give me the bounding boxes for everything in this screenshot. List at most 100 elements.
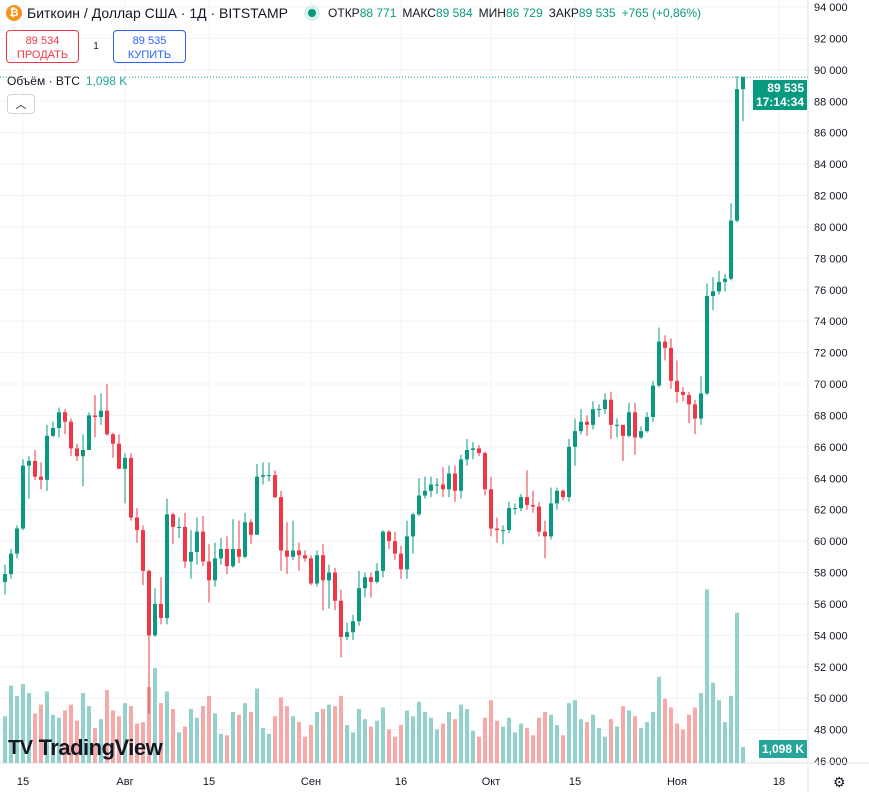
volume-bar [501, 726, 505, 763]
candle-body [399, 553, 403, 570]
chart-settings-icon[interactable]: ⚙ [833, 774, 846, 790]
candle-body [51, 427, 55, 436]
volume-bar [573, 700, 577, 763]
candle-body [459, 459, 463, 491]
volume-bar [675, 723, 679, 763]
candle-body [339, 600, 343, 637]
candle-body [219, 548, 223, 559]
volume-bar [153, 668, 157, 763]
volume-bar [177, 732, 181, 763]
volume-bar [609, 719, 613, 763]
candle-body [723, 278, 727, 282]
volume-bar [267, 733, 271, 763]
candle-body [609, 399, 613, 425]
candle-body [285, 550, 289, 557]
candle-body [249, 522, 253, 535]
symbol-header: ₿ Биткоин / Доллар США · 1Д · BITSTAMP О… [6, 5, 701, 21]
volume-bar [507, 717, 511, 763]
candle-body [183, 526, 187, 562]
volume-bar [183, 726, 187, 763]
tradingview-logo-icon: TV [8, 736, 33, 759]
candle-body [429, 484, 433, 491]
candle-body [633, 412, 637, 438]
volume-bar [81, 692, 85, 763]
volume-bar [249, 711, 253, 763]
candle-body [75, 448, 79, 457]
volume-bar [357, 708, 361, 763]
volume-bar [363, 719, 367, 763]
candle-body [327, 572, 331, 581]
candle-body [417, 495, 421, 515]
x-tick-label: 15 [17, 776, 29, 788]
candle-body [591, 409, 595, 425]
candle-body [375, 570, 379, 582]
volume-bar [39, 704, 43, 763]
candle-body [27, 460, 31, 466]
candle-body [195, 531, 199, 553]
volume-bar [585, 722, 589, 763]
candle-body [561, 490, 565, 498]
volume-bar [417, 701, 421, 763]
collapse-legend-button[interactable]: ︿ [7, 94, 35, 114]
y-tick-label: 72 000 [814, 348, 848, 360]
volume-bar [279, 697, 283, 763]
candle-body [267, 475, 271, 477]
candle-body [705, 296, 709, 394]
y-tick-label: 76 000 [814, 285, 848, 297]
candle-body [351, 621, 355, 633]
x-tick-label: Сен [301, 776, 321, 788]
candle-body [135, 517, 139, 531]
sell-button[interactable]: 89 534 ПРОДАТЬ [6, 30, 79, 63]
y-tick-label: 52 000 [814, 662, 848, 674]
candle-body [597, 409, 601, 411]
candle-body [345, 632, 349, 637]
candle-body [735, 89, 739, 221]
candle-body [129, 457, 133, 518]
candle-body [465, 449, 469, 460]
bitcoin-icon: ₿ [6, 5, 22, 21]
volume-bar [69, 704, 73, 763]
candle-body [543, 531, 547, 537]
candle-body [99, 410, 103, 417]
volume-bar [567, 703, 571, 763]
y-tick-label: 84 000 [814, 159, 848, 171]
volume-bar [171, 708, 175, 763]
volume-bar [111, 710, 115, 763]
y-tick-label: 78 000 [814, 253, 848, 265]
volume-bar [579, 719, 583, 763]
volume-bar [315, 711, 319, 763]
volume-bar [189, 708, 193, 763]
symbol-title[interactable]: Биткоин / Доллар США · 1Д · BITSTAMP [27, 5, 289, 21]
volume-tag: 1,098 K [758, 740, 807, 758]
volume-bar [141, 722, 145, 763]
volume-bar [195, 717, 199, 763]
volume-bar [663, 698, 667, 763]
y-tick-label: 94 000 [814, 2, 848, 14]
buy-button[interactable]: 89 535 КУПИТЬ [113, 30, 186, 63]
x-tick-label: Ноя [667, 776, 687, 788]
volume-bar [27, 692, 31, 763]
volume-bar [459, 704, 463, 763]
candle-body [291, 550, 295, 557]
y-tick-label: 54 000 [814, 630, 848, 642]
candle-body [603, 399, 607, 410]
volume-bar [741, 746, 745, 763]
volume-bar [381, 707, 385, 763]
y-tick-label: 64 000 [814, 473, 848, 485]
y-tick-label: 86 000 [814, 128, 848, 140]
volume-bar [513, 732, 517, 763]
volume-bar [633, 716, 637, 763]
tradingview-logo[interactable]: TV TradingView [8, 735, 163, 760]
volume-bar [705, 589, 709, 763]
volume-bar [453, 719, 457, 763]
candle-body [651, 385, 655, 417]
candle-body [213, 558, 217, 581]
volume-bar [333, 706, 337, 763]
candle-body [159, 603, 163, 619]
volume-bar [93, 727, 97, 763]
ohlc-values: ОТКР88 771 МАКС89 584 МИН86 729 ЗАКР89 5… [328, 6, 701, 20]
volume-bar [255, 688, 259, 763]
x-tick-label: Окт [482, 776, 501, 788]
volume-bar [693, 707, 697, 763]
